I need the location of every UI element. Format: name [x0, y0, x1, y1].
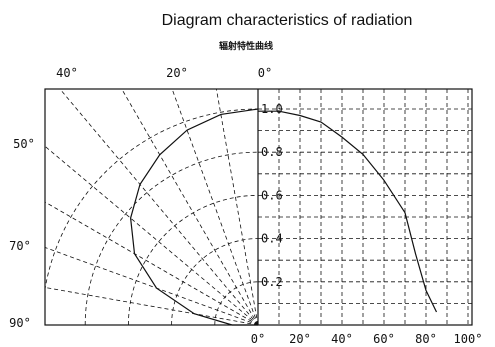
polar-ring	[45, 108, 258, 293]
polar-tick-label: 70°	[9, 239, 31, 253]
y-tick-label: 0.8	[261, 145, 283, 159]
polar-ring	[84, 151, 258, 325]
y-axis-tick-labels: 0.2 0.4 0.6 0.8 1.0	[261, 102, 283, 289]
plot-frame	[44, 88, 473, 326]
y-tick-label: 0.6	[261, 188, 283, 202]
x-axis-tick-labels: 0° 20° 40° 60° 80° 100°	[251, 332, 483, 346]
polar-ring	[128, 195, 258, 325]
polar-tick-label: 50°	[13, 137, 35, 151]
polar-tick-label: 0°	[258, 66, 272, 80]
x-tick-label: 40°	[331, 332, 353, 346]
polar-tick-label: 90°	[9, 316, 31, 330]
x-tick-label: 0°	[251, 332, 265, 346]
cartesian-grid	[257, 89, 472, 325]
polar-spoke	[45, 201, 258, 325]
y-tick-label: 1.0	[261, 102, 283, 116]
polar-spoke	[45, 247, 258, 325]
polar-radiation-curve	[129, 108, 259, 326]
polar-tick-label: 20°	[166, 66, 188, 80]
polar-grid	[45, 89, 258, 325]
x-tick-label: 100°	[454, 332, 483, 346]
polar-spoke	[171, 89, 258, 325]
polar-spoke	[45, 287, 258, 325]
polar-spoke	[45, 145, 258, 325]
polar-spoke	[59, 89, 258, 325]
y-tick-label: 0.2	[261, 275, 283, 289]
chart-title: Diagram characteristics of radiation	[162, 12, 413, 29]
x-tick-label: 80°	[415, 332, 437, 346]
polar-angle-tick-labels: 0° 20° 40° 50° 70° 90°	[9, 66, 272, 330]
polar-tick-label: 40°	[56, 66, 78, 80]
x-tick-label: 60°	[373, 332, 395, 346]
x-tick-label: 20°	[289, 332, 311, 346]
polar-spoke	[215, 89, 258, 325]
chart-subtitle: 辐射特性曲线	[219, 40, 273, 52]
y-tick-label: 0.4	[261, 232, 283, 246]
cartesian-radiation-curve	[258, 110, 438, 313]
polar-spoke	[121, 89, 258, 325]
polar-ring	[171, 238, 258, 325]
